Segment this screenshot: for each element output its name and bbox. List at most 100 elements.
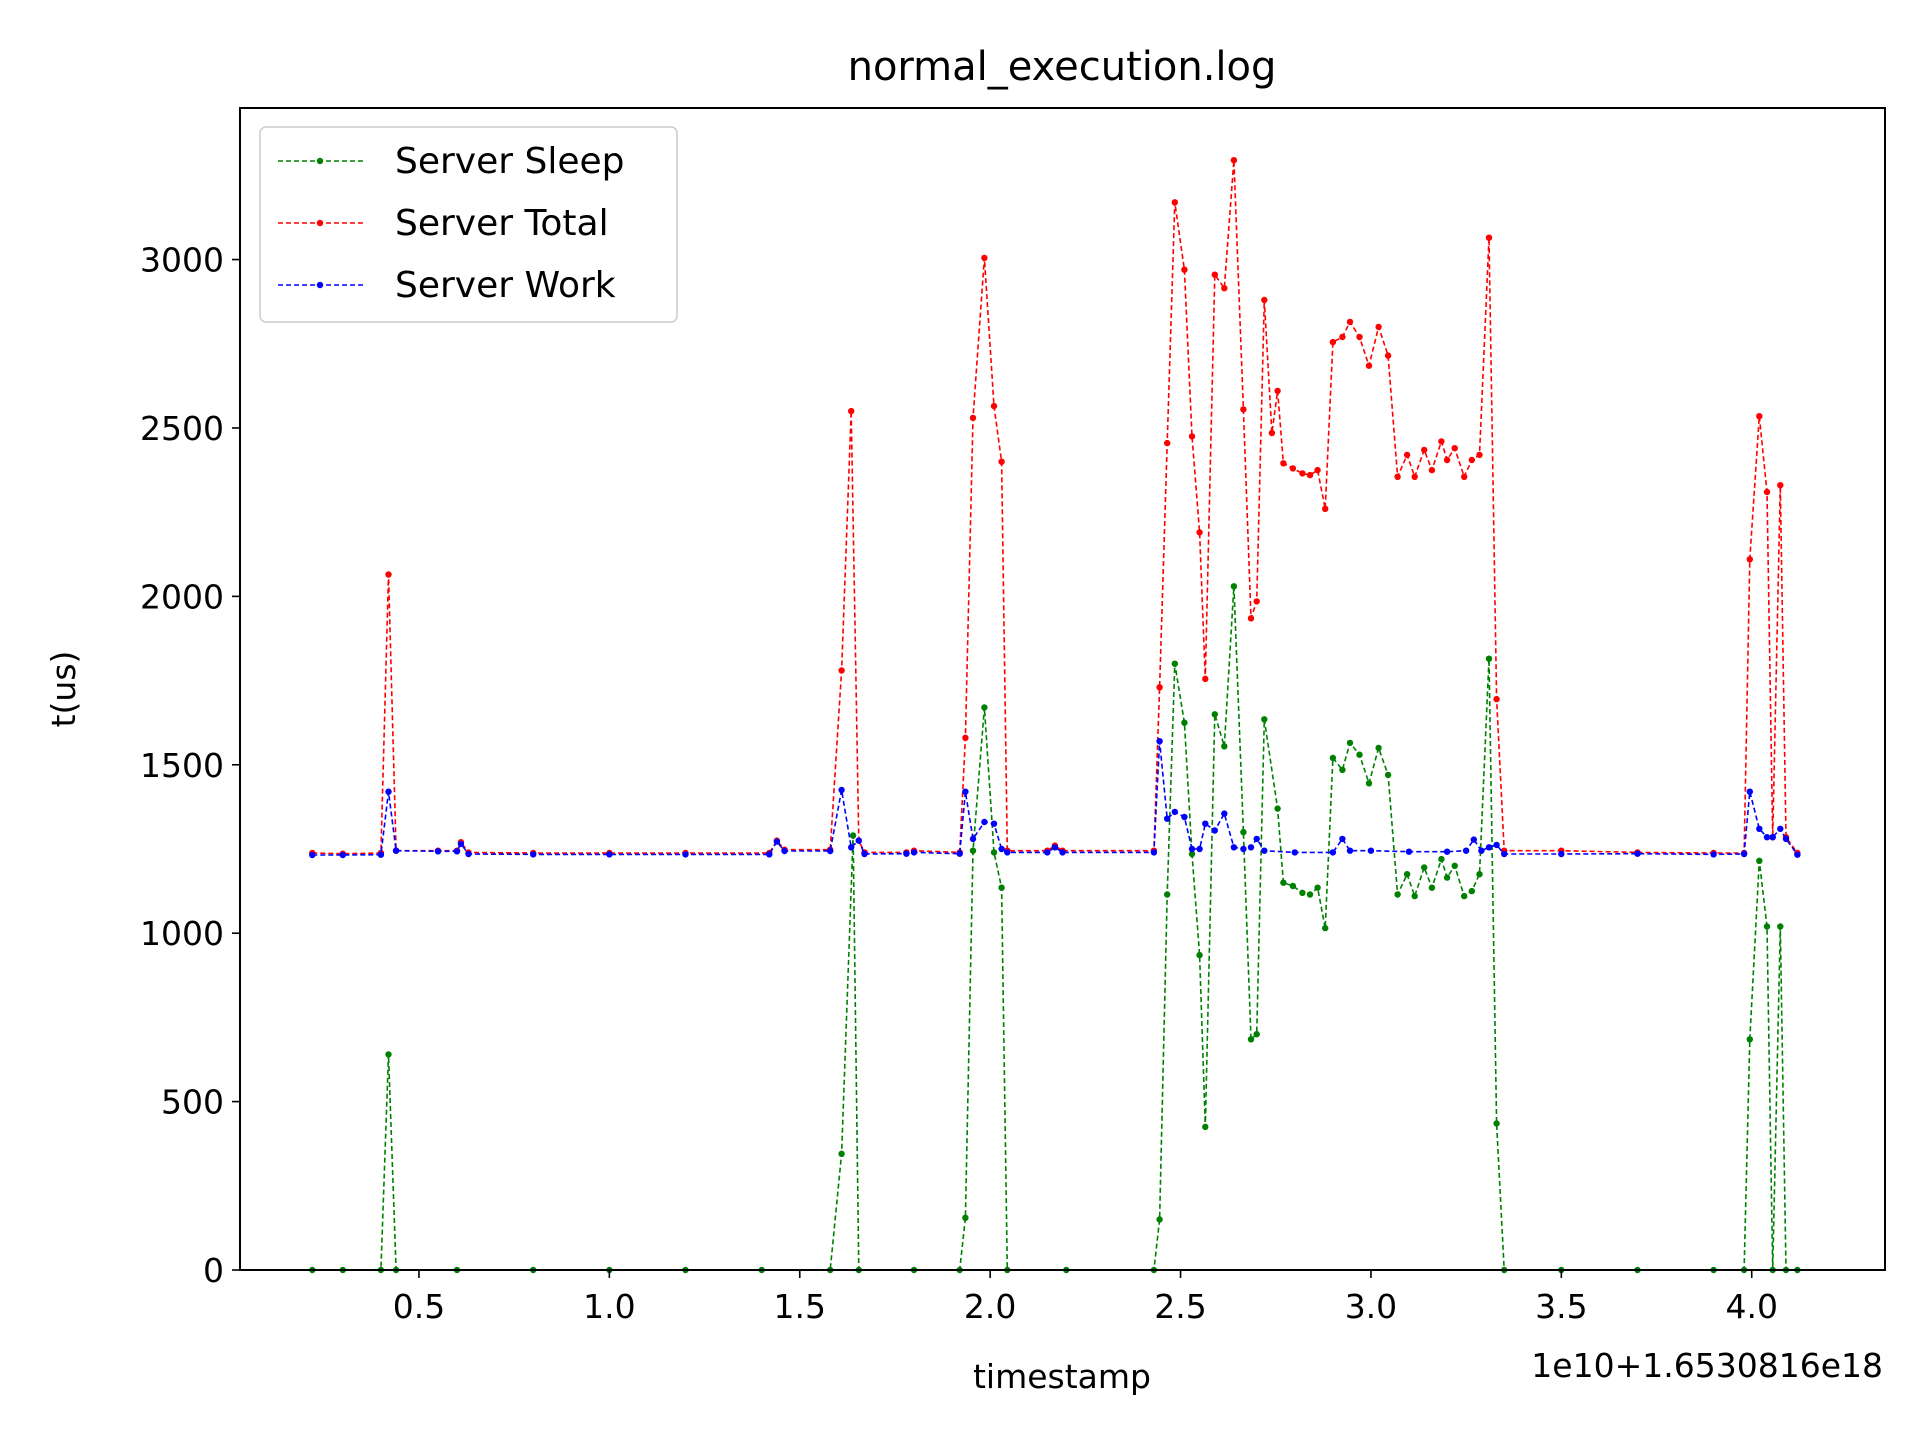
data-point bbox=[1211, 827, 1219, 834]
data-point bbox=[1196, 845, 1203, 853]
data-point bbox=[1365, 362, 1373, 369]
data-point bbox=[1211, 711, 1219, 718]
data-point bbox=[1394, 891, 1401, 898]
data-point bbox=[766, 851, 773, 858]
data-point bbox=[1268, 429, 1276, 437]
data-point bbox=[1188, 845, 1196, 853]
y-tick-label: 2000 bbox=[140, 577, 224, 616]
data-point bbox=[1411, 473, 1418, 480]
x-axis-offset-label: 1e10+1.6530816e18 bbox=[1531, 1346, 1883, 1385]
data-point bbox=[1230, 583, 1238, 590]
data-point bbox=[465, 850, 472, 858]
data-point bbox=[962, 788, 969, 795]
data-point bbox=[377, 851, 385, 858]
data-point bbox=[392, 847, 400, 854]
data-point bbox=[1339, 333, 1346, 341]
data-point bbox=[1769, 834, 1776, 841]
y-tick-label: 1000 bbox=[140, 914, 224, 953]
data-point bbox=[1634, 850, 1641, 857]
data-point bbox=[1221, 810, 1228, 817]
data-point bbox=[385, 571, 392, 578]
data-point bbox=[1181, 719, 1188, 726]
data-point bbox=[1356, 333, 1363, 341]
data-point bbox=[1051, 844, 1059, 851]
data-point bbox=[1375, 323, 1382, 331]
x-tick-label: 2.5 bbox=[1154, 1287, 1206, 1326]
data-point bbox=[1746, 788, 1754, 795]
data-point bbox=[1247, 844, 1255, 851]
data-point bbox=[969, 847, 977, 854]
data-point bbox=[1253, 598, 1260, 605]
legend-label: Server Sleep bbox=[395, 141, 625, 182]
x-axis-label: timestamp bbox=[973, 1357, 1151, 1396]
data-point bbox=[990, 849, 998, 856]
data-point bbox=[1384, 352, 1392, 359]
data-point bbox=[910, 849, 918, 856]
data-point bbox=[1462, 847, 1470, 854]
data-point bbox=[339, 851, 346, 859]
data-point bbox=[1451, 862, 1458, 869]
data-point bbox=[962, 734, 969, 741]
data-point bbox=[1746, 1036, 1754, 1043]
data-point bbox=[1468, 456, 1476, 464]
data-point bbox=[1274, 805, 1281, 812]
y-tick-label: 1500 bbox=[140, 746, 224, 785]
data-point bbox=[981, 818, 988, 826]
data-point bbox=[1202, 675, 1209, 683]
data-point bbox=[1211, 271, 1219, 278]
data-point bbox=[434, 848, 442, 855]
data-point bbox=[1485, 655, 1493, 662]
data-point bbox=[1306, 891, 1314, 898]
data-point bbox=[773, 838, 781, 845]
data-point bbox=[1164, 815, 1171, 822]
data-point bbox=[1164, 891, 1171, 898]
data-point bbox=[1438, 438, 1445, 445]
data-point bbox=[1443, 456, 1451, 464]
data-point bbox=[981, 254, 988, 262]
y-axis-label: t(us) bbox=[44, 651, 83, 728]
data-point bbox=[385, 788, 392, 795]
data-point bbox=[1253, 1031, 1260, 1038]
data-point bbox=[781, 847, 788, 855]
data-point bbox=[1329, 338, 1337, 346]
data-point bbox=[1756, 825, 1763, 832]
data-point bbox=[1202, 820, 1209, 827]
data-point bbox=[969, 414, 977, 422]
data-point bbox=[1777, 482, 1784, 489]
data-point bbox=[1428, 466, 1436, 474]
legend-box bbox=[259, 126, 678, 323]
y-tick-label: 0 bbox=[203, 1251, 224, 1290]
data-point bbox=[1470, 836, 1478, 843]
data-point bbox=[1280, 460, 1287, 467]
legend-swatch-marker bbox=[316, 157, 324, 165]
data-point bbox=[981, 704, 988, 711]
x-axis: 0.5 1.0 1.5 2.0 2.5 3.0 3.5 4.0 bbox=[393, 1270, 1778, 1326]
data-point bbox=[1261, 716, 1268, 723]
data-point bbox=[1221, 743, 1228, 750]
data-point bbox=[530, 851, 537, 858]
data-point bbox=[1421, 864, 1428, 871]
data-point bbox=[1501, 850, 1508, 858]
data-point bbox=[1171, 199, 1179, 206]
data-point bbox=[1777, 923, 1784, 930]
data-point bbox=[1794, 851, 1801, 858]
data-point bbox=[1253, 835, 1260, 843]
data-point bbox=[1240, 406, 1247, 413]
data-point bbox=[1339, 766, 1346, 773]
data-point bbox=[855, 837, 862, 844]
data-point bbox=[1443, 874, 1451, 881]
data-point bbox=[1763, 834, 1771, 841]
data-point bbox=[962, 1214, 969, 1222]
data-point bbox=[1181, 266, 1188, 273]
data-point bbox=[1280, 879, 1287, 886]
data-point bbox=[682, 851, 689, 858]
data-point bbox=[1443, 848, 1451, 855]
data-point bbox=[1156, 738, 1163, 745]
data-point bbox=[1493, 1120, 1500, 1127]
data-point bbox=[1196, 951, 1203, 959]
data-point bbox=[903, 850, 910, 857]
data-point bbox=[1451, 445, 1458, 452]
data-point bbox=[1346, 847, 1354, 854]
plot-frame bbox=[239, 107, 1886, 1271]
data-point bbox=[1299, 889, 1306, 896]
